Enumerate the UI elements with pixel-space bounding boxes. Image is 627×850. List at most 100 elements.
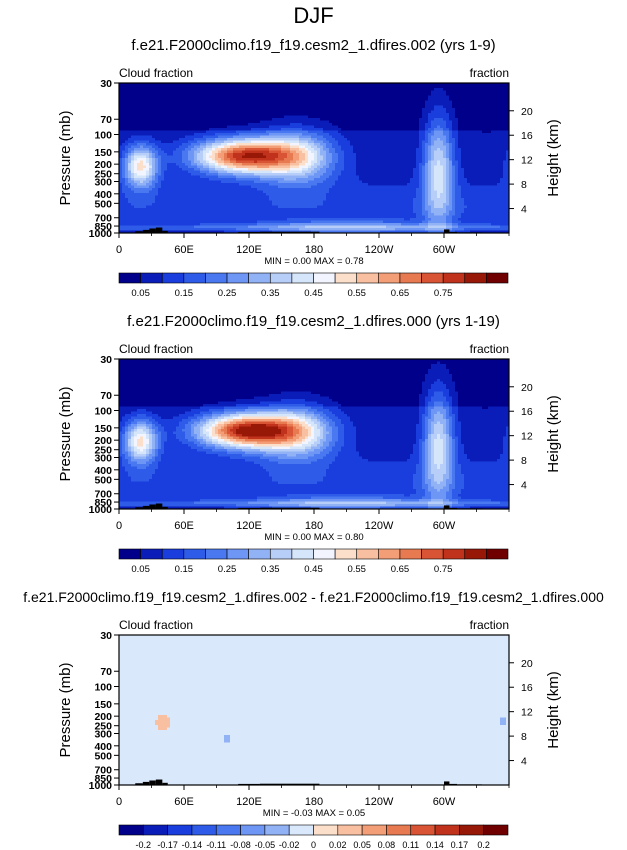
contour-cell xyxy=(323,83,327,86)
contour-cell xyxy=(203,158,207,161)
contour-cell xyxy=(347,93,351,96)
contour-cell xyxy=(227,108,231,111)
contour-cell xyxy=(323,150,327,154)
contour-cell xyxy=(239,148,243,151)
contour-cell xyxy=(200,100,204,104)
contour-cell xyxy=(434,88,438,91)
contour-cell xyxy=(392,135,396,139)
contour-cell xyxy=(323,98,327,101)
contour-cell xyxy=(395,98,399,101)
contour-cell xyxy=(470,123,474,126)
contour-cell xyxy=(278,113,282,116)
contour-cell xyxy=(473,173,477,176)
contour-cell xyxy=(434,90,438,94)
contour-cell xyxy=(488,140,492,144)
contour-cell xyxy=(233,113,237,116)
contour-cell xyxy=(371,83,375,86)
contour-cell xyxy=(311,118,315,121)
contour-cell xyxy=(482,143,486,146)
contour-cell xyxy=(170,143,174,146)
contour-cell xyxy=(293,90,297,94)
contour-cell xyxy=(275,103,279,106)
contour-cell xyxy=(425,98,429,101)
contour-cell xyxy=(392,170,396,174)
contour-cell xyxy=(143,158,147,161)
contour-cell xyxy=(374,105,378,109)
contour-cell xyxy=(167,98,171,101)
contour-cell xyxy=(467,148,471,151)
contour-cell xyxy=(452,83,456,86)
contour-cell xyxy=(203,108,207,111)
contour-cell xyxy=(167,168,171,171)
contour-cell xyxy=(212,173,216,176)
contour-cell xyxy=(401,108,405,111)
contour-cell xyxy=(461,125,465,129)
contour-cell xyxy=(302,150,306,154)
contour-cell xyxy=(212,165,216,169)
contour-cell xyxy=(170,158,174,161)
contour-cell xyxy=(467,90,471,94)
contour-cell xyxy=(317,83,321,86)
contour-cell xyxy=(173,135,177,139)
contour-cell xyxy=(446,168,450,171)
contour-cell xyxy=(191,85,195,89)
contour-cell xyxy=(269,103,273,106)
contour-cell xyxy=(275,158,279,161)
contour-cell xyxy=(341,110,345,114)
contour-cell xyxy=(206,170,210,174)
contour-cell xyxy=(239,90,243,94)
contour-cell xyxy=(227,178,231,181)
contour-cell xyxy=(143,93,147,96)
contour-cell xyxy=(233,100,237,104)
contour-cell xyxy=(164,115,168,119)
contour-cell xyxy=(281,138,285,141)
contour-cell xyxy=(143,120,147,124)
contour-cell xyxy=(377,103,381,106)
contour-cell xyxy=(419,103,423,106)
contour-cell xyxy=(182,140,186,144)
contour-cell xyxy=(176,145,180,149)
contour-cell xyxy=(479,130,483,134)
contour-cell xyxy=(413,155,417,159)
contour-cell xyxy=(197,110,201,114)
contour-cell xyxy=(305,170,309,174)
contour-cell xyxy=(134,103,138,106)
contour-cell xyxy=(140,120,144,124)
contour-cell xyxy=(428,115,432,119)
contour-cell xyxy=(188,175,192,179)
contour-cell xyxy=(263,83,267,86)
contour-cell xyxy=(497,173,501,176)
contour-cell xyxy=(266,138,270,141)
contour-cell xyxy=(461,93,465,96)
contour-cell xyxy=(443,170,447,174)
contour-cell xyxy=(284,148,288,151)
contour-cell xyxy=(146,150,150,154)
contour-cell xyxy=(452,113,456,116)
contour-cell xyxy=(257,155,261,159)
contour-cell xyxy=(380,165,384,169)
contour-cell xyxy=(119,158,123,161)
contour-cell xyxy=(155,83,159,86)
contour-cell xyxy=(260,173,264,176)
contour-cell xyxy=(362,168,366,171)
contour-cell xyxy=(491,160,495,164)
contour-cell xyxy=(224,163,228,166)
contour-cell xyxy=(485,150,489,154)
contour-cell xyxy=(251,130,255,134)
contour-cell xyxy=(317,113,321,116)
contour-cell xyxy=(167,128,171,131)
contour-cell xyxy=(308,115,312,119)
contour-cell xyxy=(434,158,438,161)
contour-cell xyxy=(398,115,402,119)
contour-cell xyxy=(173,95,177,99)
contour-cell xyxy=(338,153,342,156)
contour-cell xyxy=(407,158,411,161)
contour-cell xyxy=(137,98,141,101)
contour-cell xyxy=(242,165,246,169)
contour-cell xyxy=(230,133,234,136)
contour-cell xyxy=(416,108,420,111)
contour-cell xyxy=(458,95,462,99)
contour-cell xyxy=(347,158,351,161)
contour-cell xyxy=(488,173,492,176)
contour-cell xyxy=(341,150,345,154)
